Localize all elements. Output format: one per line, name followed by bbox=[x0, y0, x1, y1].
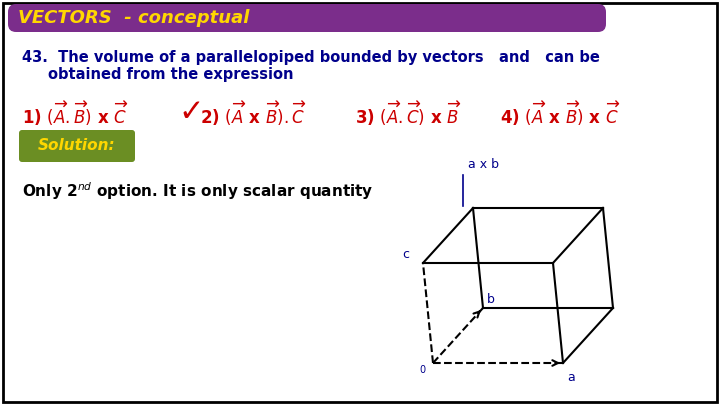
Text: obtained from the expression: obtained from the expression bbox=[48, 67, 294, 82]
Text: 4) $(\overrightarrow{A}$ x $\overrightarrow{B})$ x $\overrightarrow{C}$: 4) $(\overrightarrow{A}$ x $\overrightar… bbox=[500, 100, 621, 128]
Text: a: a bbox=[567, 371, 575, 384]
Text: ✓: ✓ bbox=[178, 98, 204, 127]
Text: a x b: a x b bbox=[468, 158, 499, 171]
FancyBboxPatch shape bbox=[8, 4, 606, 32]
FancyBboxPatch shape bbox=[19, 130, 135, 162]
Text: c: c bbox=[402, 248, 409, 261]
Text: 3) $(\overrightarrow{A}.\overrightarrow{C})$ x $\overrightarrow{B}$: 3) $(\overrightarrow{A}.\overrightarrow{… bbox=[355, 100, 462, 128]
Text: Only 2$^{nd}$ option. It is only scalar quantity: Only 2$^{nd}$ option. It is only scalar … bbox=[22, 180, 374, 202]
Text: 0: 0 bbox=[419, 365, 425, 375]
Text: 1) $(\overrightarrow{A}.\overrightarrow{B})$ x $\overrightarrow{C}$: 1) $(\overrightarrow{A}.\overrightarrow{… bbox=[22, 100, 129, 128]
Text: VECTORS  - conceptual: VECTORS - conceptual bbox=[18, 9, 249, 27]
Text: 43.  The volume of a parallelopiped bounded by vectors   and   can be: 43. The volume of a parallelopiped bound… bbox=[22, 50, 600, 65]
FancyBboxPatch shape bbox=[3, 3, 717, 402]
Text: Solution:: Solution: bbox=[38, 139, 116, 153]
Text: 2) $(\overrightarrow{A}$ x $\overrightarrow{B}).\overrightarrow{C}$: 2) $(\overrightarrow{A}$ x $\overrightar… bbox=[200, 100, 307, 128]
Text: b: b bbox=[487, 293, 495, 306]
